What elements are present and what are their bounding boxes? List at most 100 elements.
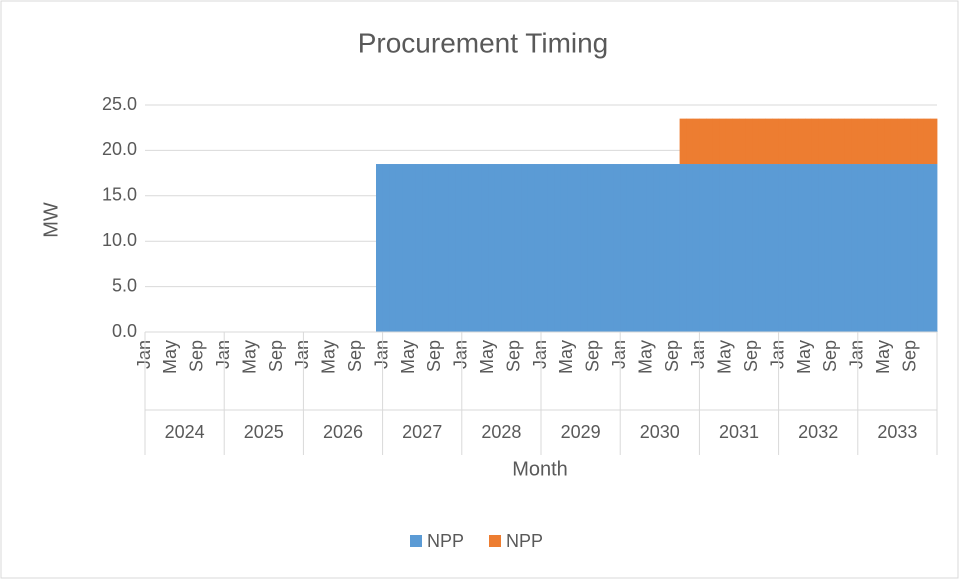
area-segment: [844, 118, 852, 165]
area-segment: [772, 164, 779, 332]
area-segment: [659, 164, 667, 332]
x-tick-label: Sep: [899, 340, 919, 372]
area-segment: [382, 164, 390, 332]
area-segment: [692, 118, 700, 165]
x-group-label: 2029: [561, 422, 601, 442]
area-segment: [818, 164, 826, 332]
area-segment: [448, 164, 456, 332]
area-segment: [917, 164, 925, 332]
area-segment: [508, 164, 515, 332]
area-segment: [679, 164, 687, 332]
area-segment: [706, 118, 713, 165]
area-segment: [461, 164, 469, 332]
x-tick-label: Jan: [371, 340, 391, 369]
area-segment: [494, 164, 502, 332]
x-tick-label: Sep: [662, 340, 682, 372]
area-segment: [864, 164, 872, 332]
x-tick-label: Sep: [820, 340, 840, 372]
x-tick-label: Sep: [583, 340, 603, 372]
area-segment: [475, 164, 482, 332]
area-segment: [923, 118, 931, 165]
area-segment: [422, 164, 430, 332]
legend-swatch: [489, 535, 501, 547]
area-segment: [904, 164, 911, 332]
x-axis-title: Month: [512, 458, 568, 480]
area-segment: [521, 164, 529, 332]
area-segment: [415, 164, 423, 332]
area-segment: [857, 118, 865, 165]
area-segment: [646, 164, 654, 332]
area-segment: [666, 164, 674, 332]
area-segment: [402, 164, 410, 332]
area-segment: [607, 164, 614, 332]
area-segment: [673, 164, 680, 332]
area-segment: [890, 164, 898, 332]
area-segment: [838, 164, 845, 332]
x-tick-label: Jan: [767, 340, 787, 369]
area-segment: [877, 164, 885, 332]
area-segment: [409, 164, 416, 332]
area-segment: [884, 164, 892, 332]
area-segment: [930, 164, 938, 332]
x-group-label: 2024: [165, 422, 205, 442]
area-segment: [725, 118, 733, 165]
area-segment: [395, 164, 403, 332]
area-segment: [778, 164, 786, 332]
area-segment: [778, 118, 786, 165]
area-segment: [818, 118, 826, 165]
x-tick-label: May: [160, 340, 180, 374]
area-segment: [712, 118, 720, 165]
y-tick-label: 15.0: [102, 185, 137, 205]
area-segment: [501, 164, 509, 332]
area-segment: [904, 118, 911, 165]
area-segment: [864, 118, 872, 165]
area-segment: [798, 118, 806, 165]
x-group-label: 2030: [640, 422, 680, 442]
area-segment: [725, 164, 733, 332]
area-segment: [686, 164, 694, 332]
area-segment: [567, 164, 575, 332]
area-segment: [923, 164, 931, 332]
x-tick-label: May: [794, 340, 814, 374]
area-segment: [712, 164, 720, 332]
x-group-label: 2027: [402, 422, 442, 442]
area-segment: [739, 164, 746, 332]
area-segment: [772, 118, 779, 165]
y-tick-label: 20.0: [102, 139, 137, 159]
area-segment: [897, 164, 905, 332]
area-segment: [587, 164, 595, 332]
area-segment: [739, 118, 746, 165]
area-segment: [910, 118, 918, 165]
area-segment: [811, 118, 819, 165]
x-tick-label: Jan: [688, 340, 708, 369]
x-tick-label: May: [319, 340, 339, 374]
x-tick-label: Jan: [609, 340, 629, 369]
area-segment: [785, 118, 793, 165]
x-tick-label: Jan: [451, 340, 471, 369]
area-segment: [877, 118, 885, 165]
area-segment: [897, 118, 905, 165]
area-segment: [752, 164, 760, 332]
area-segment: [554, 164, 562, 332]
area-segment: [805, 164, 812, 332]
x-tick-label: Jan: [292, 340, 312, 369]
area-segment: [706, 164, 713, 332]
area-segment: [442, 164, 449, 332]
area-segment: [732, 118, 740, 165]
x-group-label: 2032: [798, 422, 838, 442]
area-segment: [824, 118, 832, 165]
x-tick-label: Jan: [134, 340, 154, 369]
x-tick-label: Jan: [213, 340, 233, 369]
area-segment: [679, 118, 687, 165]
area-segment: [686, 118, 694, 165]
area-segment: [488, 164, 496, 332]
area-segment: [620, 164, 628, 332]
area-segment: [805, 118, 812, 165]
x-tick-label: May: [635, 340, 655, 374]
area-segment: [758, 164, 766, 332]
area-segment: [593, 164, 601, 332]
area-segment: [917, 118, 925, 165]
area-segment: [428, 164, 436, 332]
area-segment: [541, 164, 548, 332]
